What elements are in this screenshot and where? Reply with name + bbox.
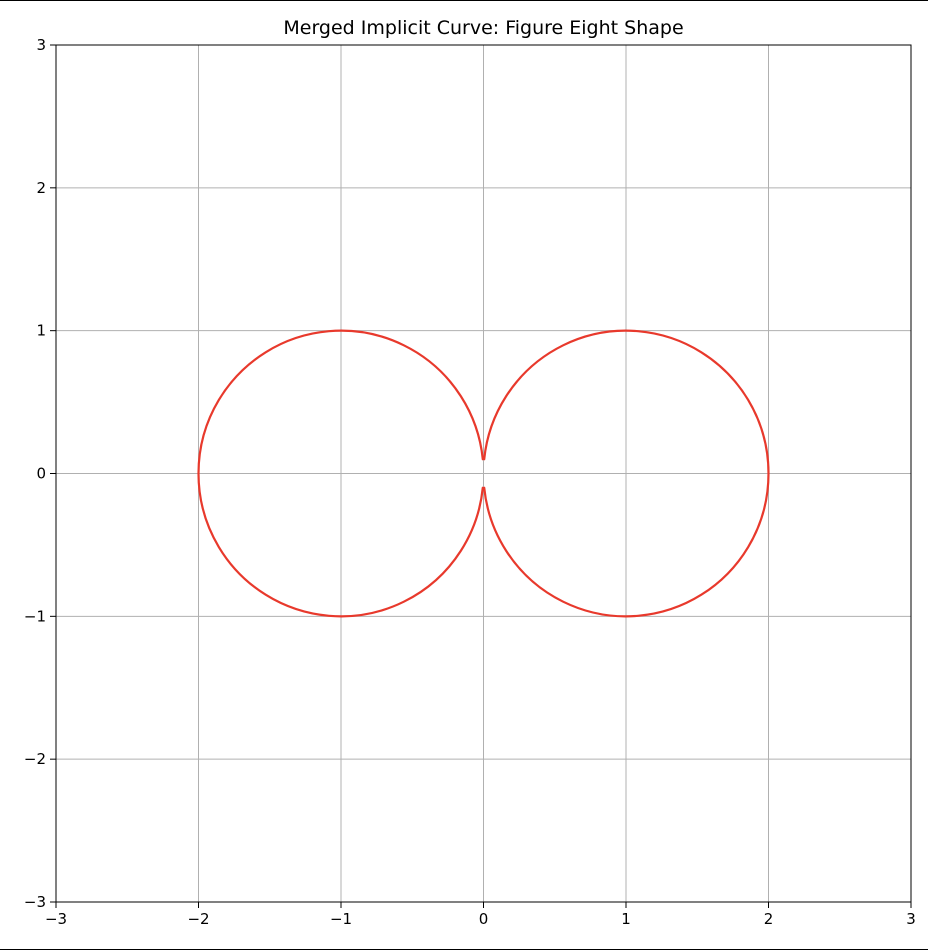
x-tick-label-5: 2 [764, 910, 774, 928]
y-tick-label-4: 1 [36, 322, 46, 340]
x-tick-label-0: −3 [45, 910, 67, 928]
grid-lines [55, 44, 912, 903]
x-tick-label-4: 1 [621, 910, 631, 928]
x-tick-label-3: 0 [479, 910, 489, 928]
curve-lobe-0 [197, 329, 484, 618]
x-tick-label-6: 3 [906, 910, 916, 928]
chart-title: Merged Implicit Curve: Figure Eight Shap… [283, 17, 683, 39]
x-tick-label-2: −1 [330, 910, 352, 928]
y-tick-label-0: −3 [24, 893, 46, 911]
x-tick-label-1: −2 [187, 910, 209, 928]
y-tick-label-3: 0 [36, 465, 46, 483]
curve-lobe-1 [483, 329, 770, 618]
axis-ticks: −3 −2 −1 0 1 2 3 −3 −2 −1 0 1 2 3 [24, 36, 916, 928]
curve-series [197, 329, 770, 618]
y-tick-label-1: −2 [24, 750, 46, 768]
y-tick-label-2: −1 [24, 607, 46, 625]
y-tick-label-5: 2 [36, 179, 46, 197]
y-tick-label-6: 3 [36, 36, 46, 54]
